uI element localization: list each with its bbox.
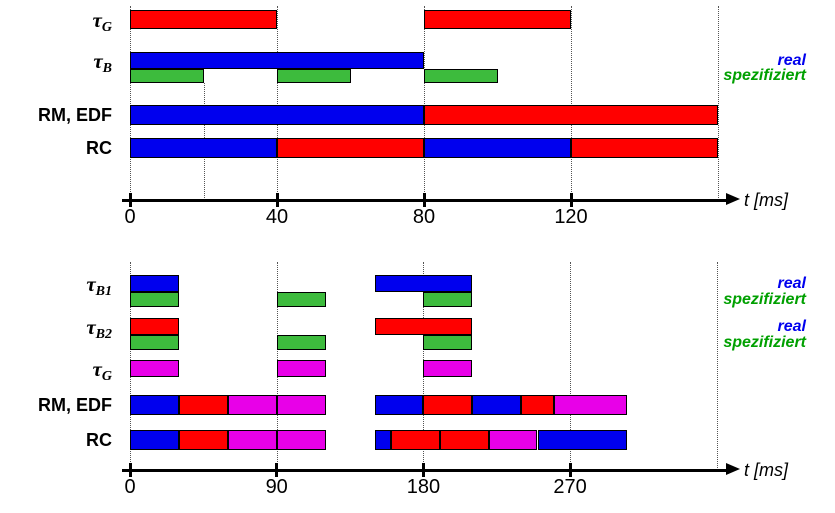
gridline-40ms bbox=[277, 6, 278, 200]
tau-subscript: B2 bbox=[95, 326, 112, 342]
task-bar-tauG-executions bbox=[276, 360, 326, 377]
tau-subscript: G bbox=[101, 19, 112, 35]
task-bar-tauB1-real bbox=[374, 275, 473, 292]
axis-tick-120ms bbox=[569, 193, 573, 207]
row-label-tau-B: τB bbox=[6, 48, 112, 76]
task-bar-tauG-executions bbox=[423, 360, 473, 377]
axis-arrowhead-icon bbox=[726, 193, 740, 205]
axis-tick-0ms bbox=[128, 193, 132, 207]
tau-symbol: τ bbox=[86, 271, 96, 296]
task-bar-tauB1-spezifiziert bbox=[276, 292, 326, 307]
tau-subscript: B bbox=[102, 60, 112, 76]
axis-arrowhead-icon bbox=[726, 463, 740, 475]
gridline-160ms bbox=[718, 6, 719, 200]
task-bar-tauB-spezifiziert bbox=[130, 69, 204, 83]
legend-label-spezifiziert: spezifiziert bbox=[723, 67, 806, 84]
task-bar-rc-schedule bbox=[488, 430, 538, 450]
task-bar-tauG-executions bbox=[130, 10, 277, 29]
tick-label-0ms: 0 bbox=[124, 476, 136, 498]
tick-label-180ms: 180 bbox=[406, 476, 441, 498]
row-label-rm-edf: RM, EDF bbox=[38, 105, 112, 125]
gridline-360ms bbox=[716, 262, 718, 470]
tick-label-40ms: 40 bbox=[265, 206, 289, 228]
task-bar-tauB2-real bbox=[374, 318, 473, 335]
task-bar-tauG-executions bbox=[424, 10, 571, 29]
task-bar-tauG-executions bbox=[130, 360, 179, 377]
task-bar-rc-schedule bbox=[276, 430, 326, 450]
axis-tick-80ms bbox=[422, 193, 426, 207]
row-label-tau-G: τG bbox=[6, 356, 112, 384]
gridline-120ms bbox=[571, 6, 572, 200]
task-bar-rm-edf-schedule bbox=[130, 395, 179, 415]
legend-label-real: real bbox=[777, 274, 806, 292]
gridline-0ms bbox=[130, 6, 131, 200]
row-label-rm-edf: RM, EDF bbox=[38, 395, 112, 415]
row-label-rc: RC bbox=[86, 430, 112, 450]
task-bar-rm-edf-schedule bbox=[227, 395, 277, 415]
task-bar-rc-schedule bbox=[130, 430, 179, 450]
tau-symbol: τ bbox=[92, 356, 102, 381]
task-bar-tauB1-spezifiziert bbox=[130, 292, 179, 307]
task-bar-tauB2-real bbox=[130, 318, 179, 335]
task-bar-rm-edf-schedule bbox=[472, 395, 522, 415]
task-bar-rc-schedule bbox=[537, 430, 628, 450]
legend-label-spezifiziert: spezifiziert bbox=[723, 333, 806, 351]
task-bar-rm-edf-schedule bbox=[276, 395, 326, 415]
row-label-tau-G: τG bbox=[6, 7, 112, 35]
task-bar-rm-edf-schedule bbox=[424, 105, 718, 125]
axis-unit-label: t [ms] bbox=[744, 190, 788, 210]
tau-subscript: B1 bbox=[95, 283, 112, 299]
task-bar-tauB-real bbox=[130, 52, 424, 69]
legend-label-real: real bbox=[777, 317, 806, 335]
tau-symbol: τ bbox=[93, 48, 103, 73]
task-bar-rc-schedule bbox=[374, 430, 391, 450]
task-bar-tauB-spezifiziert bbox=[424, 69, 498, 83]
task-bar-rc-schedule bbox=[227, 430, 277, 450]
tick-label-80ms: 80 bbox=[412, 206, 436, 228]
task-bar-rm-edf-schedule bbox=[130, 105, 424, 125]
axis-tick-270ms bbox=[568, 463, 572, 477]
tau-subscript: G bbox=[101, 368, 112, 384]
tick-label-90ms: 90 bbox=[265, 476, 288, 498]
task-bar-rc-schedule bbox=[277, 138, 424, 158]
task-bar-rc-schedule bbox=[424, 138, 571, 158]
tau-symbol: τ bbox=[86, 314, 96, 339]
gridline-270ms bbox=[570, 262, 572, 470]
legend-label-real: real bbox=[777, 51, 806, 69]
task-bar-rc-schedule bbox=[178, 430, 228, 450]
axis-tick-40ms bbox=[275, 193, 279, 207]
task-bar-rc-schedule bbox=[390, 430, 440, 450]
gridline-80ms bbox=[424, 6, 425, 200]
task-bar-rm-edf-schedule bbox=[423, 395, 473, 415]
task-bar-tauB1-real bbox=[130, 275, 179, 292]
tick-label-0ms: 0 bbox=[124, 206, 136, 228]
task-bar-rm-edf-schedule bbox=[178, 395, 228, 415]
task-bar-tauB2-spezifiziert bbox=[276, 335, 326, 350]
row-label-tau-B2: τB2 bbox=[6, 314, 112, 342]
axis-tick-0ms bbox=[128, 463, 132, 477]
task-bar-rm-edf-schedule bbox=[521, 395, 554, 415]
task-bar-tauB2-spezifiziert bbox=[423, 335, 473, 350]
legend-label-spezifiziert: spezifiziert bbox=[723, 290, 806, 308]
task-bar-rc-schedule bbox=[439, 430, 489, 450]
task-bar-tauB1-spezifiziert bbox=[423, 292, 473, 307]
task-bar-tauB-spezifiziert bbox=[277, 69, 351, 83]
task-bar-rc-schedule bbox=[571, 138, 718, 158]
row-label-rc: RC bbox=[86, 138, 112, 158]
row-label-tau-B1: τB1 bbox=[6, 271, 112, 299]
axis-tick-90ms bbox=[275, 463, 279, 477]
task-bar-rc-schedule bbox=[130, 138, 277, 158]
axis-unit-label: t [ms] bbox=[744, 460, 788, 480]
tau-symbol: τ bbox=[92, 7, 102, 32]
task-bar-tauB2-spezifiziert bbox=[130, 335, 179, 350]
tick-label-270ms: 270 bbox=[553, 476, 587, 498]
task-bar-rm-edf-schedule bbox=[374, 395, 424, 415]
task-bar-rm-edf-schedule bbox=[553, 395, 628, 415]
axis-tick-180ms bbox=[421, 463, 425, 477]
tick-label-120ms: 120 bbox=[554, 206, 588, 228]
